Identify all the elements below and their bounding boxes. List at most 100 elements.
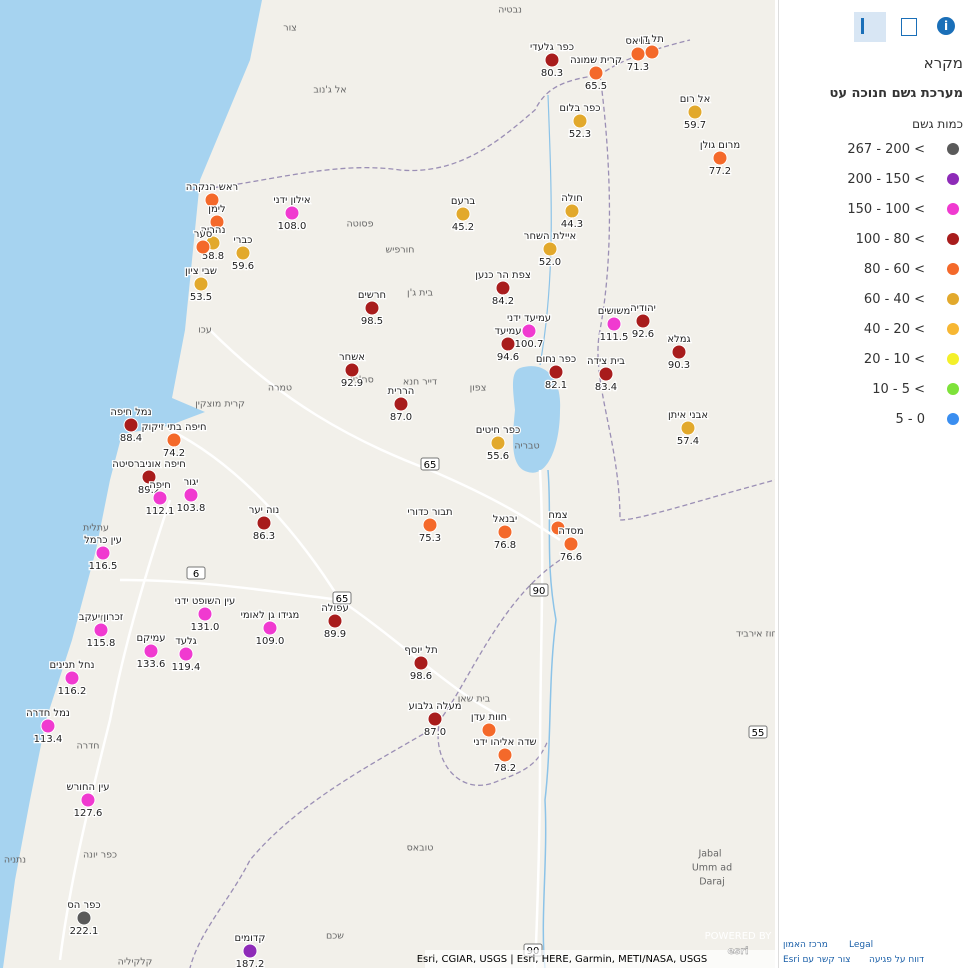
station[interactable] bbox=[644, 44, 660, 60]
station[interactable] bbox=[500, 336, 516, 352]
footer-link[interactable]: Legal bbox=[849, 940, 874, 950]
station[interactable] bbox=[256, 515, 272, 531]
station-value: 116.5 bbox=[89, 561, 118, 572]
legend-item: 100 - 80 < bbox=[779, 228, 964, 252]
attribution-bg bbox=[425, 950, 775, 968]
legend-label: 5 - 0 bbox=[895, 412, 926, 427]
legend-tab[interactable] bbox=[854, 12, 886, 42]
station[interactable] bbox=[495, 280, 511, 296]
station-value: 94.6 bbox=[497, 352, 519, 363]
station[interactable] bbox=[80, 792, 96, 808]
station[interactable] bbox=[544, 52, 560, 68]
station-name: נמל חיפה bbox=[110, 407, 151, 418]
station[interactable] bbox=[564, 203, 580, 219]
station[interactable] bbox=[344, 362, 360, 378]
station[interactable] bbox=[413, 655, 429, 671]
station[interactable] bbox=[93, 622, 109, 638]
station-name: סער bbox=[194, 229, 212, 240]
station-name: כפר גלעדי bbox=[530, 42, 574, 53]
legend-item: 20 - 10 < bbox=[779, 348, 964, 372]
station[interactable] bbox=[40, 718, 56, 734]
station[interactable] bbox=[197, 606, 213, 622]
station[interactable] bbox=[166, 432, 182, 448]
station[interactable] bbox=[427, 711, 443, 727]
station-value: 87.0 bbox=[424, 727, 446, 738]
station[interactable] bbox=[550, 520, 566, 536]
station[interactable] bbox=[548, 364, 564, 380]
station[interactable] bbox=[497, 747, 513, 763]
footer-link[interactable]: דווח על פגיעה bbox=[869, 955, 925, 965]
station[interactable] bbox=[143, 643, 159, 659]
station-name: עין החורש bbox=[67, 782, 110, 793]
station-value: 53.5 bbox=[190, 292, 212, 303]
contents-icon[interactable] bbox=[901, 18, 917, 36]
info-icon[interactable]: i bbox=[937, 17, 955, 35]
station-value: 52.3 bbox=[569, 129, 591, 140]
road-shield bbox=[332, 591, 352, 605]
station[interactable] bbox=[152, 490, 168, 506]
station[interactable] bbox=[521, 323, 537, 339]
legend-swatch bbox=[947, 323, 959, 335]
station[interactable] bbox=[242, 943, 258, 959]
legend-swatch bbox=[947, 173, 959, 185]
station[interactable] bbox=[95, 545, 111, 561]
station-value: 116.2 bbox=[58, 686, 87, 697]
station-name: צפת הר כנען bbox=[475, 270, 531, 281]
station-name: כפר חיטים bbox=[476, 425, 520, 436]
station[interactable] bbox=[262, 620, 278, 636]
legend-item: 5 - 0 bbox=[779, 408, 964, 432]
station-value: 87.0 bbox=[390, 412, 412, 423]
station[interactable] bbox=[193, 276, 209, 292]
station[interactable] bbox=[635, 313, 651, 329]
station[interactable] bbox=[178, 646, 194, 662]
station[interactable] bbox=[422, 517, 438, 533]
station[interactable] bbox=[588, 65, 604, 81]
legend-item: 40 - 20 < bbox=[779, 318, 964, 342]
station[interactable] bbox=[393, 396, 409, 412]
footer-link[interactable]: צור קשר עם Esri bbox=[783, 955, 851, 965]
station-name: יגור bbox=[184, 477, 199, 488]
station-name: אשחר bbox=[339, 352, 365, 363]
station[interactable] bbox=[195, 239, 211, 255]
station[interactable] bbox=[235, 245, 251, 261]
river bbox=[539, 94, 552, 366]
layer-title: מערכת גשם חנוכה עט bbox=[829, 86, 964, 101]
station-name: חרשים bbox=[358, 290, 386, 301]
station[interactable] bbox=[204, 192, 220, 208]
station[interactable] bbox=[598, 366, 614, 382]
station[interactable] bbox=[630, 46, 646, 62]
station-name: יבנאל bbox=[493, 514, 517, 525]
station-value: 127.6 bbox=[74, 808, 103, 819]
station[interactable] bbox=[76, 910, 92, 926]
station[interactable] bbox=[671, 344, 687, 360]
station[interactable] bbox=[680, 420, 696, 436]
road-shield bbox=[420, 457, 440, 471]
station[interactable] bbox=[455, 206, 471, 222]
station[interactable] bbox=[481, 722, 497, 738]
station[interactable] bbox=[687, 104, 703, 120]
station[interactable] bbox=[364, 300, 380, 316]
station[interactable] bbox=[572, 113, 588, 129]
station[interactable] bbox=[284, 205, 300, 221]
station[interactable] bbox=[606, 316, 622, 332]
station-name: נמל חדרה bbox=[26, 708, 70, 719]
station-name: נהריה bbox=[201, 225, 226, 236]
station-value: 59.6 bbox=[232, 261, 254, 272]
station[interactable] bbox=[209, 214, 225, 230]
station[interactable] bbox=[327, 613, 343, 629]
place-label: פסוטה bbox=[346, 219, 373, 230]
station[interactable] bbox=[497, 524, 513, 540]
station[interactable] bbox=[542, 241, 558, 257]
station[interactable] bbox=[64, 670, 80, 686]
legend-swatch bbox=[947, 263, 959, 275]
station[interactable] bbox=[490, 435, 506, 451]
station[interactable] bbox=[712, 150, 728, 166]
station[interactable] bbox=[141, 469, 157, 485]
station-name: בית צידה bbox=[587, 356, 625, 367]
footer-link[interactable]: מרכז האמון bbox=[783, 940, 828, 950]
station[interactable] bbox=[183, 487, 199, 503]
station[interactable] bbox=[563, 536, 579, 552]
station-value: 113.4 bbox=[34, 734, 63, 745]
station-value: 89.9 bbox=[324, 629, 346, 640]
station[interactable] bbox=[123, 417, 139, 433]
